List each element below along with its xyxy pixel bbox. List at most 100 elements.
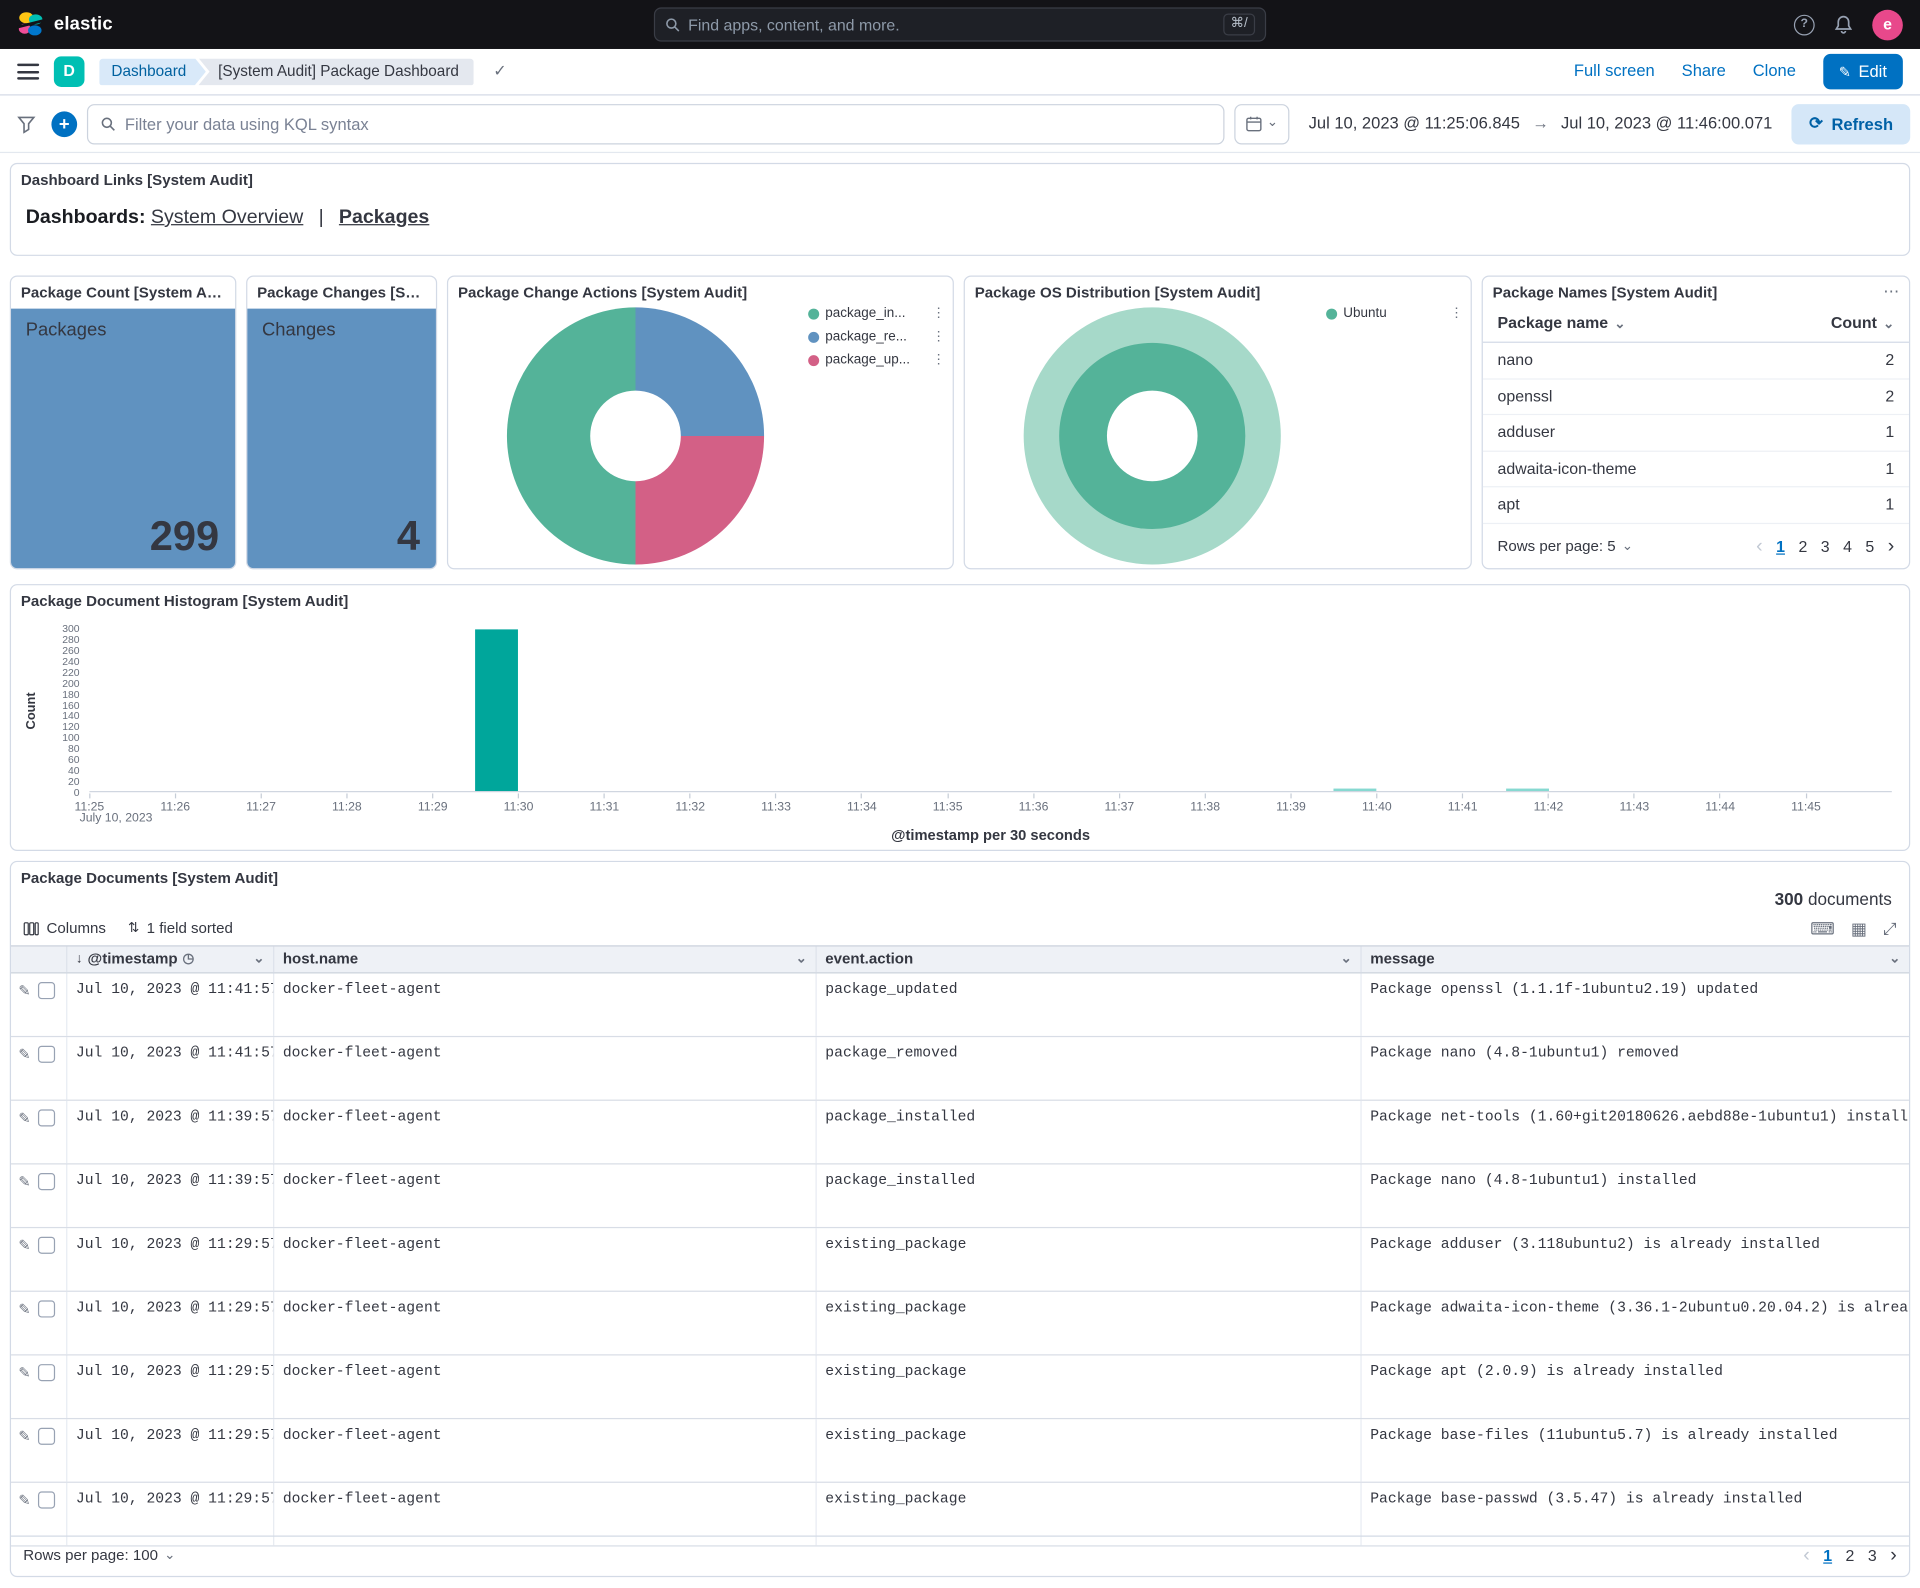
notifications-icon[interactable] [1833, 14, 1854, 35]
breadcrumb-dashboard[interactable]: Dashboard [99, 58, 206, 85]
column-header-event-action[interactable]: event.action ⌄ [817, 947, 1362, 973]
date-picker-button[interactable]: ⌄ [1234, 103, 1289, 143]
space-avatar[interactable]: D [54, 56, 85, 87]
column-header-host-name[interactable]: host.name ⌄ [274, 947, 816, 973]
rows-per-page-button[interactable]: Rows per page: 5 ⌄ [1498, 538, 1633, 557]
legend-options-icon[interactable]: ⋮ [932, 306, 945, 323]
keyboard-shortcuts-icon[interactable]: ⌨ [1810, 919, 1835, 940]
panel-title: Package Document Histogram [System Audit… [11, 585, 1909, 614]
edit-row-icon[interactable]: ✎ [18, 1046, 30, 1064]
y-axis-tick: 160 [62, 700, 79, 710]
chevron-down-icon[interactable]: ⌄ [1889, 951, 1900, 968]
page-button-2[interactable]: 2 [1846, 1546, 1855, 1566]
page-button-5[interactable]: 5 [1865, 537, 1874, 557]
next-page-button[interactable]: › [1888, 538, 1895, 558]
page-button-3[interactable]: 3 [1821, 537, 1830, 557]
help-icon[interactable]: ? [1794, 14, 1815, 35]
kql-query-input-box[interactable] [87, 103, 1224, 143]
edit-row-icon[interactable]: ✎ [18, 1364, 30, 1382]
page-button-3[interactable]: 3 [1868, 1546, 1877, 1566]
clock-icon: ◷ [182, 951, 194, 968]
edit-row-icon[interactable]: ✎ [18, 1109, 30, 1127]
legend-options-icon[interactable]: ⋮ [932, 329, 945, 346]
legend-item[interactable]: package_up...⋮ [808, 352, 945, 369]
global-search[interactable]: ⌘/ [654, 7, 1266, 41]
histogram-bar[interactable] [1334, 789, 1377, 791]
user-avatar[interactable]: e [1872, 9, 1903, 40]
edit-row-icon[interactable]: ✎ [18, 1237, 30, 1255]
y-axis-tick: 140 [62, 711, 79, 721]
chevron-down-icon[interactable]: ⌄ [796, 951, 807, 968]
page-button-4[interactable]: 4 [1843, 537, 1852, 557]
legend-label: package_re... [825, 329, 925, 346]
legend-color-dot [808, 309, 819, 320]
y-axis-tick: 40 [68, 765, 80, 775]
link-packages[interactable]: Packages [339, 207, 429, 228]
panel-options-icon[interactable]: ⋯ [1883, 282, 1900, 302]
row-checkbox[interactable] [38, 1300, 55, 1317]
page-button-2[interactable]: 2 [1798, 537, 1807, 557]
edit-row-icon[interactable]: ✎ [18, 982, 30, 1000]
elastic-logo[interactable]: elastic [17, 11, 113, 38]
row-checkbox[interactable] [38, 1428, 55, 1445]
rows-per-page-button[interactable]: Rows per page: 100 ⌄ [23, 1547, 175, 1566]
refresh-button[interactable]: ⟳ Refresh [1792, 103, 1910, 143]
previous-page-button[interactable]: ‹ [1803, 1547, 1810, 1567]
filter-icon[interactable] [10, 108, 42, 140]
menu-icon[interactable] [17, 64, 39, 80]
edit-row-icon[interactable]: ✎ [18, 1173, 30, 1191]
column-header-message[interactable]: message ⌄ [1362, 947, 1909, 973]
row-checkbox[interactable] [38, 1491, 55, 1508]
global-search-input[interactable] [688, 15, 1216, 33]
display-options-icon[interactable]: ▦ [1851, 919, 1867, 940]
legend-options-icon[interactable]: ⋮ [932, 352, 945, 369]
page-button-1[interactable]: 1 [1776, 537, 1785, 557]
row-checkbox[interactable] [38, 1109, 55, 1126]
columns-button[interactable]: Columns [23, 920, 106, 939]
page-button-1[interactable]: 1 [1823, 1546, 1832, 1566]
histogram-bar[interactable] [1506, 789, 1549, 791]
column-package-name[interactable]: Package name⌄ [1498, 314, 1626, 335]
legend-item[interactable]: package_re... ⋮ [808, 329, 945, 346]
chevron-down-icon[interactable]: ⌄ [1341, 951, 1352, 968]
row-checkbox[interactable] [38, 982, 55, 999]
fullscreen-icon[interactable]: ⤢ [1883, 919, 1897, 940]
donut-hole [1107, 391, 1198, 482]
package-count-cell: 2 [1885, 386, 1894, 406]
os-donut-outer[interactable] [1024, 307, 1281, 564]
row-checkbox[interactable] [38, 1173, 55, 1190]
clone-button[interactable]: Clone [1753, 61, 1796, 82]
edit-button[interactable]: ✎ Edit [1823, 54, 1903, 90]
row-checkbox[interactable] [38, 1364, 55, 1381]
saved-check-icon[interactable]: ✓ [493, 62, 506, 82]
sort-fields-button[interactable]: ⇅ 1 field sorted [128, 920, 233, 939]
row-checkbox[interactable] [38, 1046, 55, 1063]
metric-visualization: Packages 299 [11, 309, 235, 569]
previous-page-button[interactable]: ‹ [1756, 538, 1763, 558]
column-header-timestamp[interactable]: ↓ @timestamp ◷ ⌄ [67, 947, 274, 973]
histogram-bar[interactable] [476, 629, 519, 791]
legend-item[interactable]: Ubuntu⋮ [1326, 306, 1463, 323]
start-date[interactable]: Jul 10, 2023 @ 11:25:06.845 [1309, 113, 1520, 134]
share-button[interactable]: Share [1682, 61, 1726, 82]
row-checkbox[interactable] [38, 1237, 55, 1254]
column-count[interactable]: Count⌄ [1831, 314, 1894, 335]
edit-row-icon[interactable]: ✎ [18, 1491, 30, 1509]
dashboard-viewport: Dashboard Links [System Audit] Dashboard… [0, 153, 1920, 1587]
y-axis-tick: 240 [62, 656, 79, 666]
end-date[interactable]: Jul 10, 2023 @ 11:46:00.071 [1561, 113, 1772, 134]
cell-host-name: docker-fleet-agent [274, 973, 816, 1035]
chevron-down-icon[interactable]: ⌄ [253, 951, 264, 968]
full-screen-button[interactable]: Full screen [1574, 61, 1655, 82]
panel-title: Package Change Actions [System Audit] [448, 277, 952, 306]
control-column-header [11, 947, 67, 973]
change-actions-donut[interactable] [507, 307, 764, 564]
link-system-overview[interactable]: System Overview [151, 207, 303, 228]
edit-row-icon[interactable]: ✎ [18, 1300, 30, 1318]
kql-query-input[interactable] [125, 114, 1211, 132]
legend-item[interactable]: package_in...⋮ [808, 306, 945, 323]
next-page-button[interactable]: › [1890, 1547, 1897, 1567]
edit-row-icon[interactable]: ✎ [18, 1428, 30, 1446]
add-filter-button[interactable]: + [51, 111, 77, 137]
legend-options-icon[interactable]: ⋮ [1450, 306, 1463, 323]
